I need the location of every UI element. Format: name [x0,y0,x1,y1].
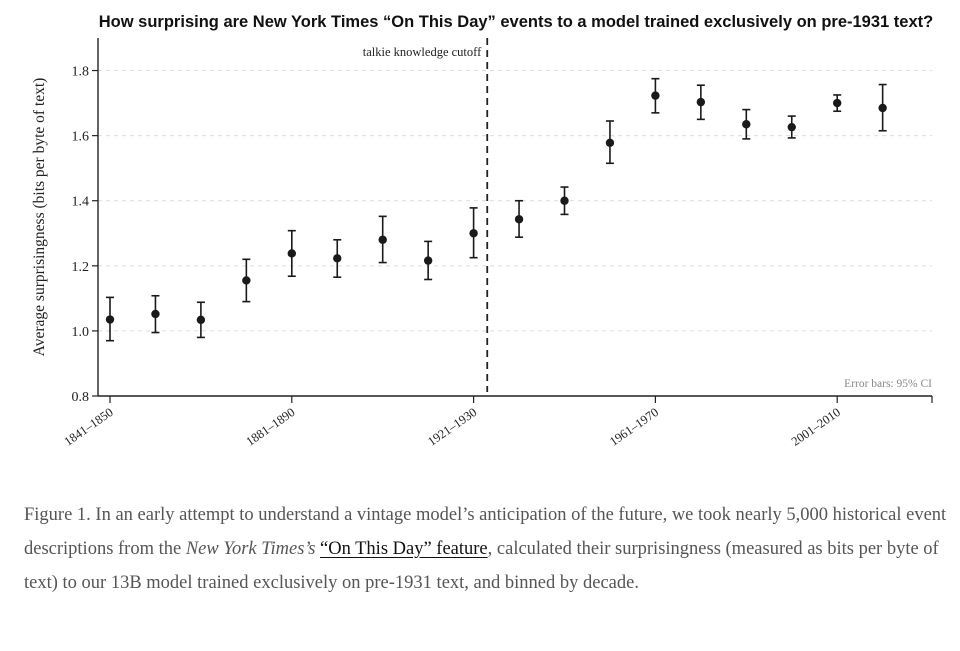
chart: How surprising are New York Times “On Th… [31,13,933,449]
data-point [287,249,296,258]
y-tick-label: 0.8 [72,390,90,405]
data-point [878,103,887,113]
x-tick-label: 2001–2010 [789,405,843,449]
data-point [333,254,342,263]
data-point [105,315,115,324]
data-point [378,235,387,244]
data-point [514,215,524,224]
caption-intro: Figure 1. In an early attempt to underst… [24,505,947,559]
chart-text: How surprising are New York Times “On Th… [31,13,933,449]
data-point [196,315,206,325]
surprisingness-chart: How surprising are New York Times “On Th… [31,13,933,449]
x-tick-label: 1841–1850 [62,405,116,449]
data-point [151,309,160,319]
data-point [833,98,842,108]
data-point [605,138,615,147]
data-point [242,276,251,285]
figure-caption: Figure 1. In an early attempt to underst… [24,498,954,600]
y-tick-label: 1.6 [72,130,90,145]
data-point [423,256,433,265]
gridlines [98,70,932,332]
caption-rest: , calculated their surprisingness (measu… [24,539,939,593]
data-marks [105,38,887,392]
data-point [560,196,569,205]
on-this-day-link[interactable]: “On This Day” feature [320,539,488,559]
error-bars-note: Error bars: 95% CI [844,378,932,390]
caption-publication: New York Times’s [185,539,316,559]
y-tick-label: 1.0 [72,325,90,340]
data-point [787,122,796,132]
y-tick-label: 1.4 [72,195,90,210]
x-tick-label: 1921–1930 [425,405,479,449]
chart-title: How surprising are New York Times “On Th… [99,13,933,31]
y-tick-label: 1.8 [72,65,90,80]
x-tick-label: 1961–1970 [607,405,661,449]
cutoff-label: talkie knowledge cutoff [363,45,482,59]
y-axis-label: Average surprisingness (bits per byte of… [31,78,48,357]
axes [92,38,933,403]
data-point [651,91,660,100]
data-point [696,97,706,107]
y-tick-label: 1.2 [72,260,90,275]
data-point [469,229,478,238]
x-tick-label: 1881–1890 [243,405,297,449]
data-point [742,120,751,129]
